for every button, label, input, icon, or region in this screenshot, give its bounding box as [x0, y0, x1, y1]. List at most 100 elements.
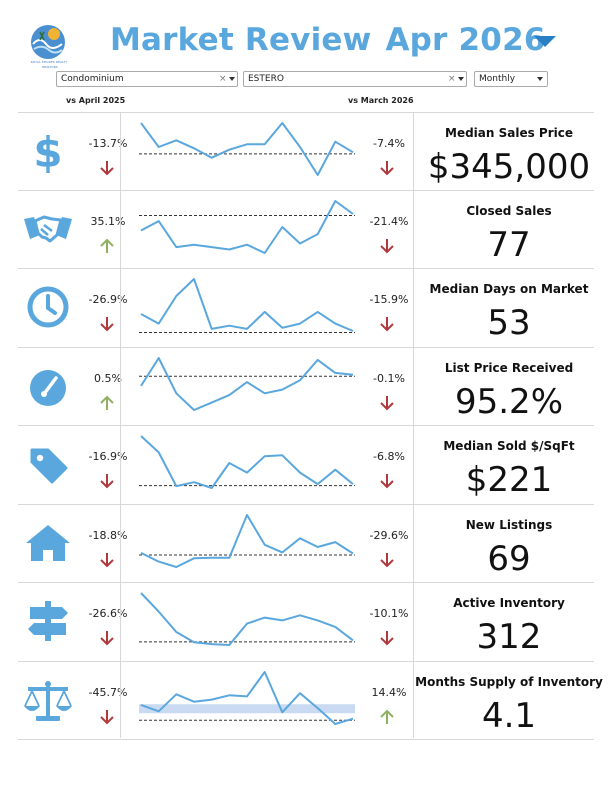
- sparkline: [139, 513, 355, 568]
- logo-text: ROYAL SHORES REALTY: [30, 60, 68, 64]
- period-select[interactable]: Monthly: [474, 71, 548, 87]
- metrics-list: $ -13.7% -7.4% Median Sales Price $345,0…: [18, 112, 603, 740]
- metric-label: New Listings: [465, 517, 553, 532]
- sparkline-line: [140, 435, 354, 489]
- metric-value: $345,000: [427, 147, 591, 187]
- arrow-down-icon: [100, 474, 114, 489]
- metric-row-months-supply: -45.7% 14.4% Months Supply of Inventory …: [18, 662, 603, 740]
- sparkline: [139, 356, 355, 411]
- metric-label: Median Days on Market: [429, 282, 589, 296]
- metric-row-median-days-on-market: -26.9% -15.9% Median Days on Market 53: [18, 269, 594, 348]
- mom-column-header: vs March 2026: [348, 96, 414, 105]
- arrow-down-icon: [380, 552, 394, 567]
- page-title: Market Review Apr 2026: [110, 22, 546, 58]
- arrow-down-icon: [380, 395, 394, 410]
- chevron-down-icon[interactable]: [537, 77, 543, 81]
- house-icon: [26, 524, 70, 561]
- metric-value: 69: [487, 538, 531, 579]
- sparkline: [139, 278, 355, 333]
- arrow-down-icon: [100, 317, 114, 332]
- sparkline-line: [140, 122, 354, 176]
- report-title: Market Review: [110, 22, 372, 58]
- clear-icon[interactable]: ×: [448, 74, 456, 84]
- sparkline: [139, 122, 355, 176]
- column-divider: [413, 112, 414, 738]
- arrow-down-icon: [100, 631, 114, 646]
- metric-value: 4.1: [481, 695, 537, 736]
- report-month[interactable]: Apr 2026: [385, 22, 546, 58]
- arrow-down-icon: [380, 474, 394, 489]
- sparkline: [139, 592, 355, 646]
- arrow-down-icon: [100, 161, 114, 176]
- metric-label: List Price Received: [444, 360, 574, 375]
- arrow-up-icon: [100, 238, 114, 253]
- metric-label: Median Sold $/SqFt: [443, 439, 575, 453]
- metric-value: 77: [487, 224, 531, 265]
- sparkline: [139, 435, 355, 489]
- clock-icon: [27, 286, 69, 328]
- handshake-icon: [24, 215, 72, 242]
- metric-value: $221: [465, 460, 553, 500]
- metric-value: 53: [487, 303, 531, 343]
- property-type-value: Condominium: [61, 74, 124, 84]
- sparkline-line: [140, 356, 354, 411]
- yoy-change: -18.8%: [88, 528, 128, 542]
- yoy-change: -13.7%: [88, 137, 128, 150]
- yoy-column-header: vs April 2025: [66, 96, 126, 105]
- sparkline-line: [140, 199, 354, 254]
- mom-change: -0.1%: [373, 371, 405, 385]
- arrow-down-icon: [380, 238, 394, 253]
- metric-value: 312: [476, 617, 542, 657]
- clear-icon[interactable]: ×: [219, 74, 227, 84]
- sparkline-line: [140, 513, 354, 568]
- arrow-down-icon: [380, 631, 394, 646]
- logo-subtext: REALTORS: [42, 65, 58, 69]
- sparkline-line: [140, 670, 354, 725]
- metric-value: 95.2%: [454, 381, 563, 422]
- sparkline: [139, 199, 355, 254]
- mom-change: -10.1%: [369, 607, 409, 620]
- metric-label: Active Inventory: [453, 596, 565, 610]
- metric-label: Median Sales Price: [445, 126, 573, 140]
- brand-logo: [31, 25, 65, 59]
- metric-row-closed-sales: 35.1% -21.4% Closed Sales 77: [18, 191, 594, 269]
- yoy-change: -26.9%: [88, 293, 128, 306]
- arrow-down-icon: [100, 709, 114, 724]
- location-value: ESTERO: [248, 74, 284, 84]
- location-select[interactable]: ESTERO ×: [243, 71, 467, 87]
- arrow-down-icon: [380, 161, 394, 176]
- yoy-change: 35.1%: [90, 214, 126, 228]
- svg-text:$: $: [33, 128, 62, 175]
- mom-change: -7.4%: [373, 137, 405, 150]
- yoy-change: -26.6%: [88, 607, 128, 620]
- metric-row-median-sales-price: $ -13.7% -7.4% Median Sales Price $345,0…: [18, 112, 594, 191]
- mom-change: -15.9%: [369, 293, 409, 306]
- arrow-up-icon: [380, 709, 394, 724]
- metric-row-active-inventory: -26.6% -10.1% Active Inventory 312: [18, 583, 594, 662]
- yoy-change: -16.9%: [88, 450, 128, 463]
- mom-change: 14.4%: [371, 685, 407, 699]
- yoy-change: -45.7%: [88, 685, 128, 699]
- mom-change: -6.8%: [373, 450, 405, 463]
- metric-label: Months Supply of Inventory: [415, 674, 603, 689]
- arrow-down-icon: [100, 552, 114, 567]
- mom-change: -29.6%: [369, 528, 409, 542]
- property-type-select[interactable]: Condominium ×: [56, 71, 238, 87]
- yoy-change: 0.5%: [94, 371, 122, 385]
- mom-change: -21.4%: [369, 214, 409, 228]
- dollar-icon: $: [33, 128, 62, 175]
- sparkline: [139, 670, 355, 725]
- sparkline-line: [140, 278, 354, 332]
- chevron-down-icon[interactable]: [229, 77, 235, 81]
- metric-label: Closed Sales: [466, 203, 552, 218]
- signpost-icon: [28, 601, 68, 641]
- chevron-down-icon[interactable]: [458, 77, 464, 81]
- period-value: Monthly: [479, 74, 516, 84]
- column-divider: [120, 112, 121, 738]
- month-dropdown-caret-icon[interactable]: [534, 36, 556, 47]
- gauge-icon: [30, 369, 66, 406]
- metric-row-median-sold-per-sqft: -16.9% -6.8% Median Sold $/SqFt $221: [18, 426, 594, 505]
- metric-row-new-listings: -18.8% -29.6% New Listings 69: [18, 505, 594, 583]
- sparkline-line: [140, 592, 354, 646]
- arrow-down-icon: [380, 317, 394, 332]
